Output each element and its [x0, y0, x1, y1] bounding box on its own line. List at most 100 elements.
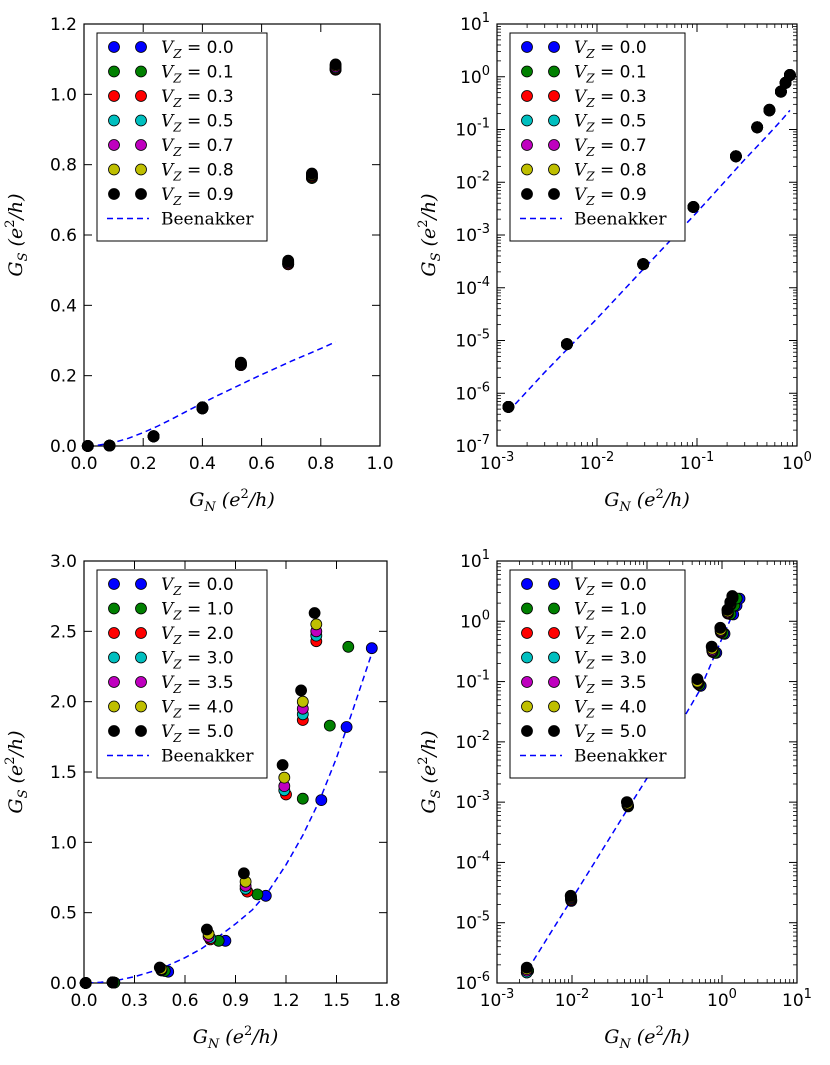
x-axis-label: GN (e2/h) — [189, 487, 275, 515]
legend-marker — [108, 651, 120, 664]
legend-marker — [108, 725, 120, 737]
y-tick-label: 10-7 — [455, 433, 490, 457]
legend-box — [96, 569, 268, 779]
legend-label: VZ = 0.0 — [574, 38, 647, 61]
legend-label: VZ = 4.0 — [161, 698, 234, 721]
x-tick-label: 0.8 — [307, 454, 334, 474]
y-tick-label: 10-6 — [455, 380, 490, 404]
x-tick-label: 1.2 — [272, 991, 299, 1011]
legend-marker — [548, 188, 560, 200]
legend-marker — [135, 602, 147, 615]
y-tick-label: 10-4 — [455, 275, 490, 299]
data-point-series-7 — [691, 673, 704, 685]
y-tick-label: 0.2 — [50, 367, 77, 387]
data-point-series-7 — [714, 621, 727, 634]
x-tick-label: 100 — [782, 450, 812, 474]
legend-marker — [548, 114, 560, 127]
legend-marker — [135, 676, 147, 688]
x-tick-label: 0.6 — [171, 991, 198, 1011]
legend-label: VZ = 4.0 — [574, 698, 647, 721]
legend-marker — [548, 163, 560, 176]
y-tick-label: 10-1 — [455, 117, 490, 141]
legend-marker — [548, 651, 560, 664]
legend-marker — [135, 700, 147, 713]
legend-label: VZ = 5.0 — [574, 722, 647, 745]
legend-label: VZ = 0.1 — [574, 63, 647, 86]
data-point-series-7 — [200, 923, 213, 936]
x-tick-label: 100 — [707, 987, 737, 1011]
y-tick-label: 1.0 — [50, 833, 77, 853]
y-axis-label: GS (e2/h) — [416, 193, 444, 276]
legend-label: VZ = 0.7 — [574, 136, 647, 159]
data-point-series-2 — [251, 888, 264, 901]
legend-marker — [521, 41, 533, 53]
x-tick-label: 0.0 — [70, 454, 97, 474]
data-point-series-7 — [621, 796, 633, 808]
legend-marker — [548, 700, 560, 713]
x-tick-label: 10-1 — [630, 987, 665, 1011]
legend-label: VZ = 0.3 — [161, 87, 234, 110]
x-tick-label: 101 — [782, 987, 812, 1011]
legend-marker — [548, 578, 560, 590]
data-point-series-7 — [106, 976, 119, 989]
legend-marker — [108, 578, 120, 590]
legend-label: VZ = 0.3 — [574, 87, 647, 110]
y-axis-label: GS (e2/h) — [3, 730, 31, 813]
legend-marker — [548, 65, 560, 78]
data-point-series-7 — [784, 69, 796, 81]
legend-marker — [108, 114, 120, 127]
legend-marker — [521, 627, 533, 639]
beenakker-line — [87, 647, 375, 983]
y-tick-label: 101 — [460, 548, 490, 572]
data-point-series-7 — [730, 150, 742, 163]
y-tick-label: 10-3 — [455, 222, 490, 246]
data-point-series-7 — [637, 258, 650, 271]
legend-label: VZ = 3.5 — [161, 673, 234, 696]
legend-label: VZ = 0.5 — [161, 112, 234, 135]
data-point-series-7 — [520, 961, 533, 974]
legend-label: VZ = 1.0 — [574, 600, 647, 623]
legend-label: Beenakker — [574, 210, 667, 230]
legend-marker — [135, 41, 147, 53]
legend-label: VZ = 0.5 — [574, 112, 647, 135]
data-point-series-6 — [310, 618, 323, 631]
y-tick-label: 0.8 — [50, 156, 77, 176]
legend-label: VZ = 0.9 — [161, 185, 234, 208]
legend-label: VZ = 3.0 — [161, 649, 234, 672]
data-point-series-7 — [726, 590, 739, 602]
x-tick-label: 10-3 — [480, 450, 515, 474]
x-tick-label: 1.0 — [366, 454, 393, 474]
x-tick-label: 10-1 — [680, 450, 715, 474]
legend-label: VZ = 5.0 — [161, 722, 234, 745]
y-tick-label: 0.0 — [50, 437, 77, 457]
legend-marker — [135, 114, 147, 127]
legend-marker — [108, 65, 120, 78]
x-axis-label: GN (e2/h) — [604, 1024, 690, 1052]
legend-label: VZ = 2.0 — [161, 624, 234, 647]
data-point-series-6 — [296, 695, 309, 708]
data-point-series-1 — [340, 721, 353, 733]
legend-marker — [108, 602, 120, 615]
legend-label: VZ = 0.8 — [574, 161, 647, 184]
data-point-series-7 — [147, 430, 160, 443]
legend-label: VZ = 0.7 — [161, 136, 234, 159]
legend-marker — [135, 627, 147, 639]
legend-marker — [135, 139, 147, 151]
data-point-series-7 — [234, 356, 247, 369]
legend-marker — [108, 163, 120, 176]
y-tick-label: 1.5 — [50, 763, 77, 783]
legend-marker — [108, 188, 120, 200]
y-tick-label: 10-1 — [455, 669, 490, 693]
y-tick-label: 10-6 — [455, 970, 490, 994]
legend-marker — [548, 90, 560, 102]
data-point-series-7 — [237, 867, 250, 880]
y-tick-label: 10-2 — [455, 729, 490, 753]
data-point-series-7 — [103, 439, 116, 452]
data-point-series-7 — [276, 759, 289, 771]
y-tick-label: 101 — [460, 11, 490, 35]
legend-marker — [521, 114, 533, 127]
legend-marker — [108, 627, 120, 639]
data-point-series-7 — [295, 684, 308, 697]
legend-marker — [521, 90, 533, 102]
x-tick-label: 0.9 — [222, 991, 249, 1011]
